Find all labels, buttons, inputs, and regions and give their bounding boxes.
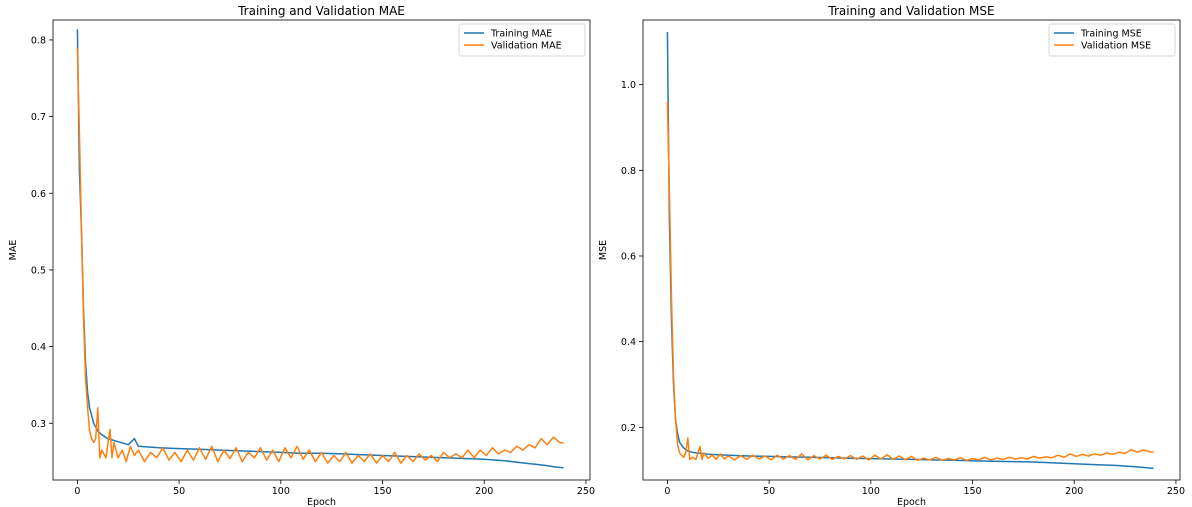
mse-chart: Training and Validation MSE 0 50 100 150 200 2…	[598, 4, 1185, 507]
x-tick-label: 100	[862, 486, 880, 497]
x-axis-label: Epoch	[897, 497, 926, 507]
plot-frame	[642, 19, 1181, 481]
y-tick-label: 0.6	[621, 251, 636, 262]
legend-label: Validation MAE	[491, 41, 562, 52]
x-tick-label: 0	[664, 486, 670, 497]
y-tick-label: 0.6	[31, 189, 46, 200]
chart-title: Training and Validation MSE	[827, 4, 994, 18]
x-tick-label: 200	[475, 486, 493, 497]
series-line-training-mae	[76, 29, 564, 469]
y-tick-label: 0.3	[31, 419, 46, 430]
y-tick-label: 0.5	[31, 265, 46, 276]
plot-frame	[52, 19, 591, 481]
x-tick-label: 0	[74, 486, 80, 497]
x-tick-label: 50	[173, 486, 185, 497]
legend-label: Training MAE	[490, 29, 552, 40]
y-tick-label: 1.0	[621, 80, 636, 91]
y-tick-label: 0.8	[31, 35, 46, 46]
x-tick-label: 100	[272, 486, 290, 497]
series-line-training-mse	[666, 31, 1154, 470]
x-tick-label: 50	[763, 486, 775, 497]
y-tick-label: 0.7	[31, 112, 46, 123]
x-tick-label: 250	[577, 486, 595, 497]
x-axis-label: Epoch	[307, 497, 336, 507]
y-axis-label: MSE	[598, 240, 609, 260]
legend-box	[1048, 23, 1176, 57]
y-tick-label: 0.4	[621, 337, 636, 348]
legend-label: Training MSE	[1080, 29, 1142, 40]
series-line-validation-mae	[76, 47, 564, 464]
x-tick-label: 200	[1065, 486, 1083, 497]
y-axis-label: MAE	[8, 240, 19, 261]
chart-title: Training and Validation MAE	[237, 4, 405, 18]
y-tick-label: 0.8	[621, 166, 636, 177]
x-tick-label: 150	[963, 486, 981, 497]
x-tick-label: 250	[1167, 486, 1185, 497]
mae-chart: Training and Validation MAE 0 50 100 150 200 2…	[8, 4, 595, 507]
legend-label: Validation MSE	[1081, 41, 1151, 52]
series-line-validation-mse	[666, 101, 1154, 462]
y-tick-label: 0.4	[31, 342, 46, 353]
x-tick-label: 150	[373, 486, 391, 497]
legend-box	[458, 23, 586, 57]
y-tick-label: 0.2	[621, 423, 636, 434]
